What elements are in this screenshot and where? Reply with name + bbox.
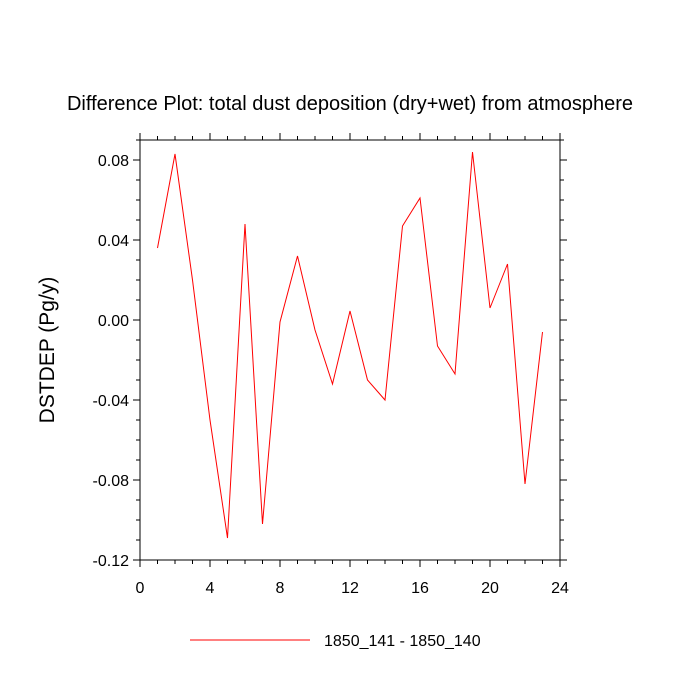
y-tick-label: -0.08 [93, 473, 130, 490]
series-line [157, 151, 543, 539]
x-tick-label: 8 [276, 580, 285, 597]
y-tick-label: 0.04 [98, 233, 129, 250]
y-tick-label: -0.04 [93, 393, 130, 410]
axis-ticks: 0 4 8 12 16 20 24 -0.12 -0.08 -0.04 0.00 0.04 0.08 [93, 133, 569, 597]
chart-title: Difference Plot: total dust deposition (… [67, 93, 633, 115]
y-tick-label: 0.00 [98, 313, 129, 330]
plot-frame [139, 139, 561, 561]
legend-label: 1850_141 - 1850_140 [324, 633, 481, 650]
x-tick-label: 12 [341, 580, 359, 597]
x-tick-label: 0 [136, 580, 145, 597]
x-tick-label: 20 [481, 580, 499, 597]
x-tick-label: 16 [411, 580, 429, 597]
x-tick-label: 4 [206, 580, 215, 597]
y-axis-label: DSTDEP (Pg/y) [36, 277, 59, 424]
y-tick-label: -0.12 [93, 553, 130, 570]
legend: 1850_141 - 1850_140 [190, 633, 481, 650]
x-tick-label: 24 [551, 580, 569, 597]
series-layer [157, 151, 543, 539]
y-tick-label: 0.08 [98, 153, 129, 170]
